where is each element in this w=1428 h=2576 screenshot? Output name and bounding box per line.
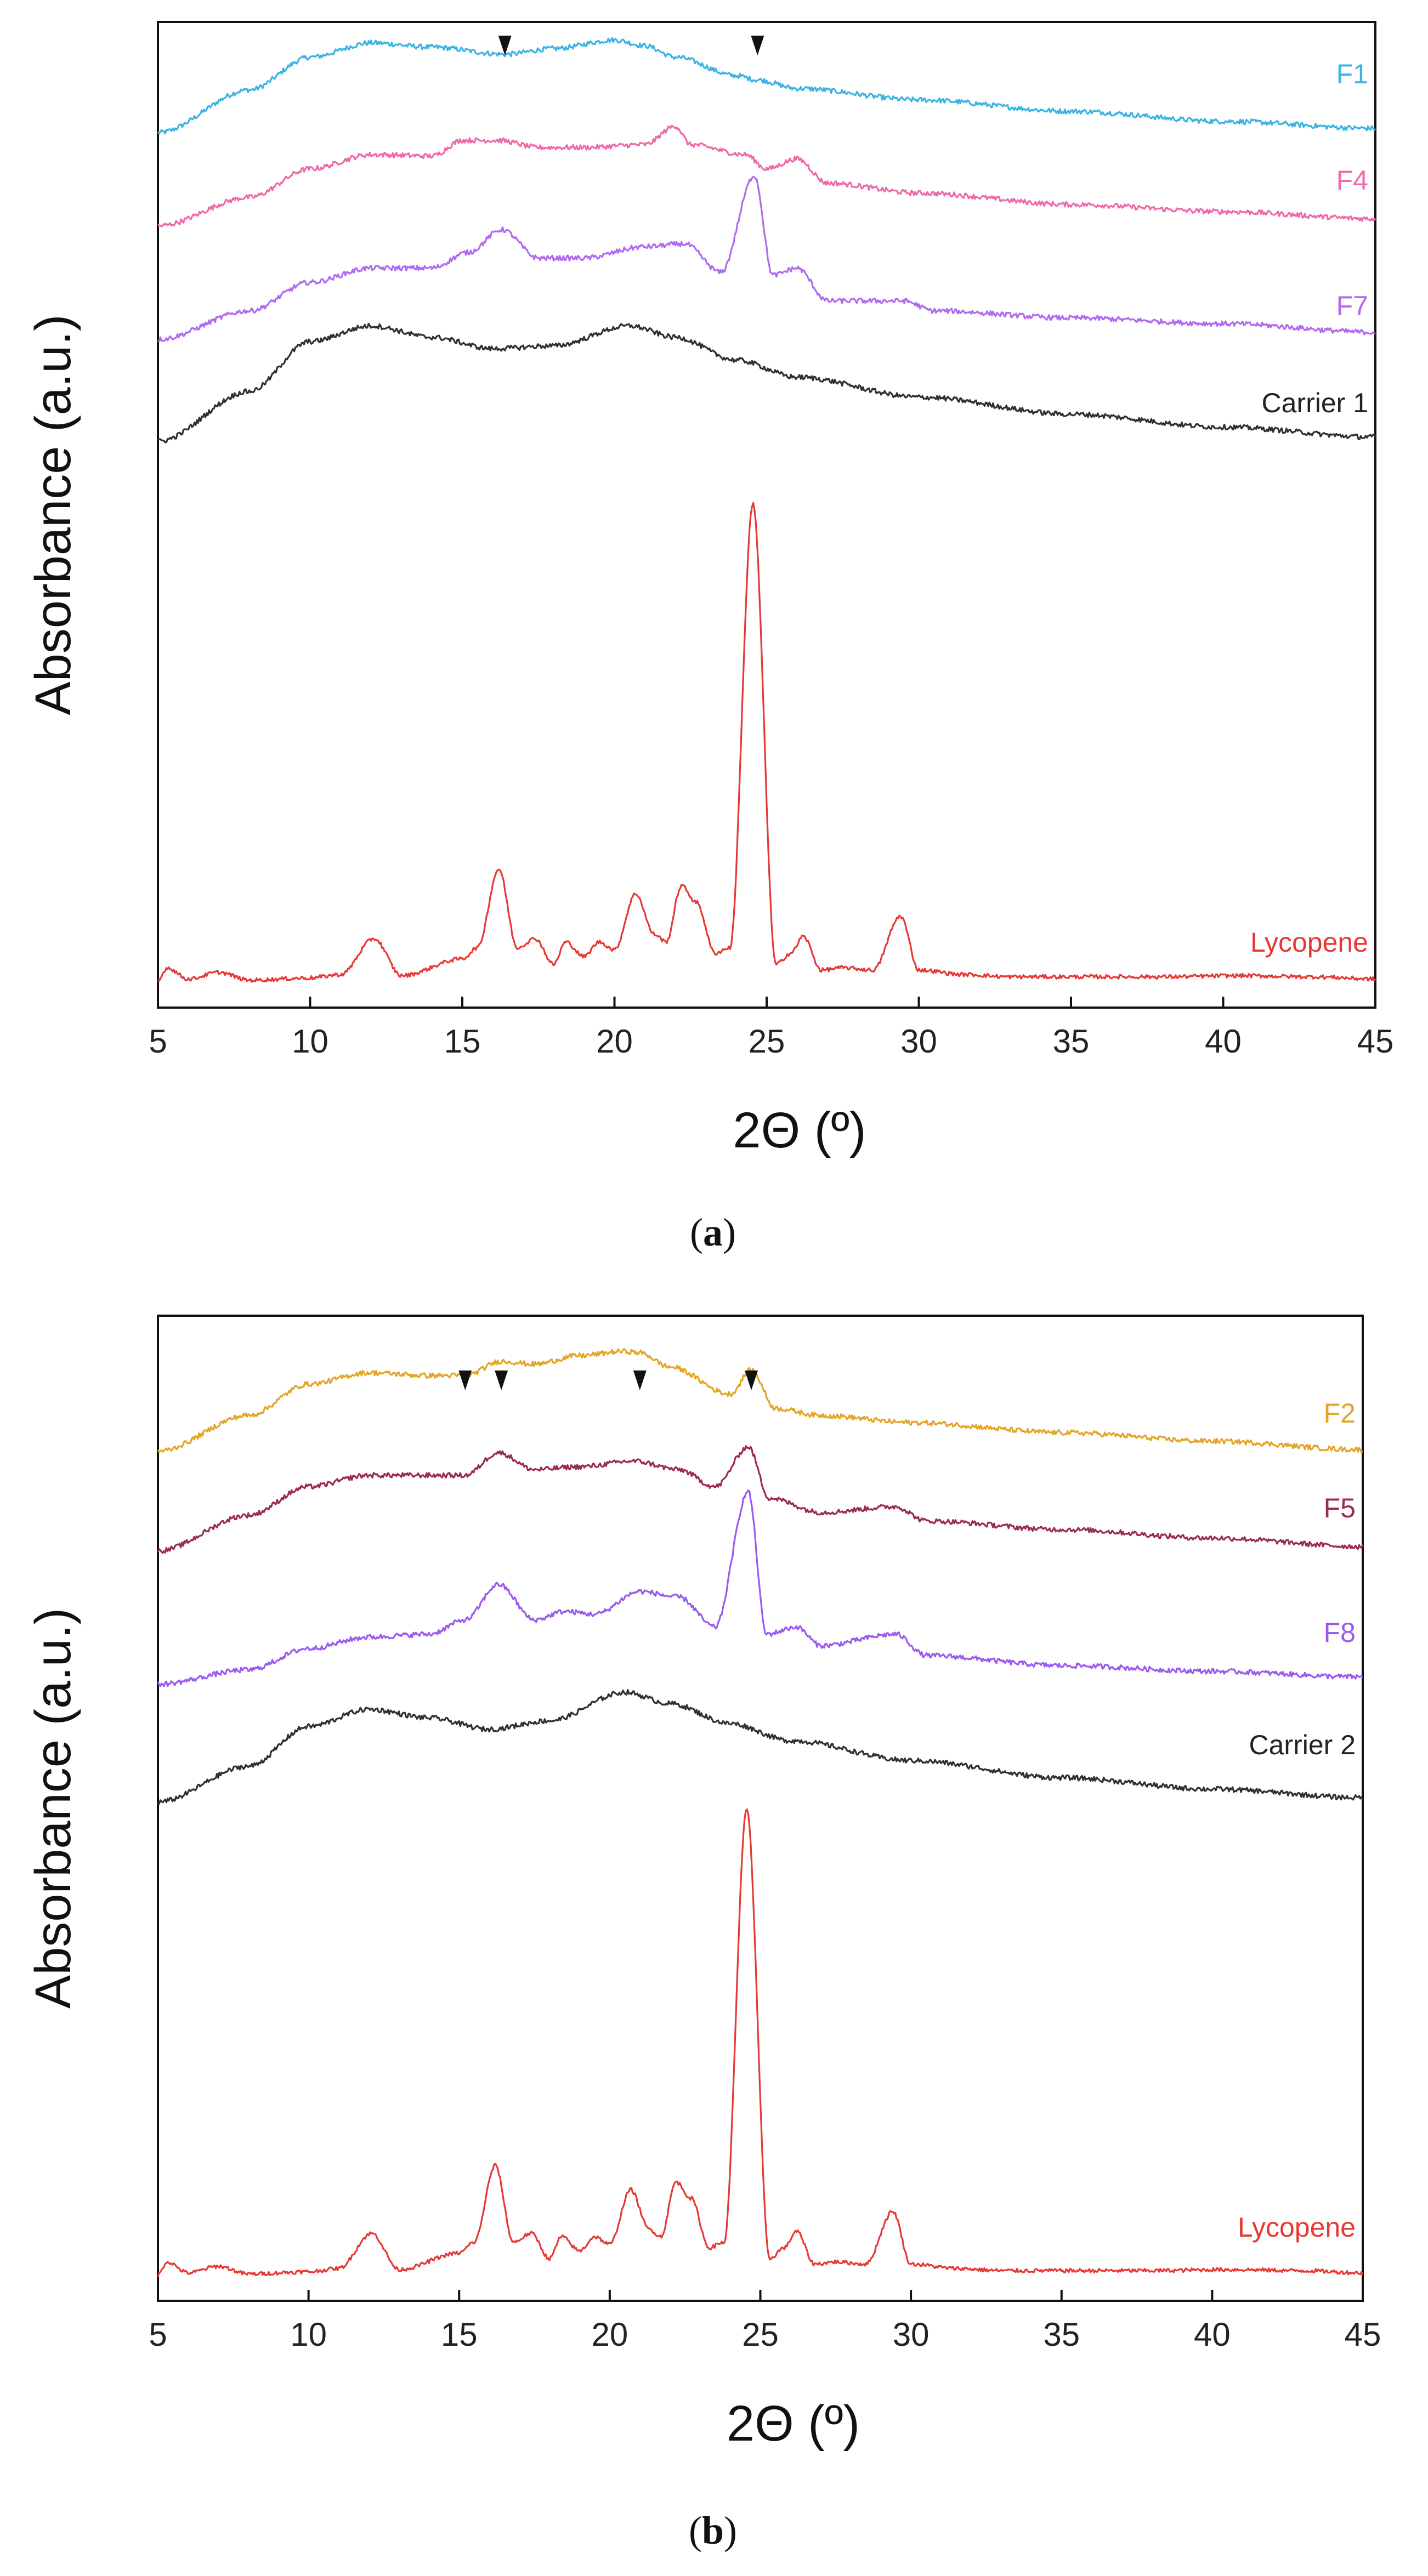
x-tick-label: 45 (1357, 1023, 1394, 1060)
x-tick-label: 15 (441, 2316, 478, 2353)
peak-marker-arrow (633, 1371, 647, 1390)
x-tick-label: 20 (592, 2316, 628, 2353)
series-line-lycopene (157, 1808, 1364, 2277)
series-label-lycopene: Lycopene (1250, 927, 1368, 958)
x-tick-label: 35 (1043, 2316, 1080, 2353)
series-line-f4 (157, 124, 1376, 228)
series-line-f8 (157, 1489, 1364, 1687)
peak-marker-arrow (751, 36, 764, 55)
series-line-f2 (157, 1348, 1363, 1453)
x-tick-label: 10 (292, 1023, 328, 1060)
plot-frame (157, 21, 1376, 1009)
x-tick-label: 10 (290, 2316, 327, 2353)
x-tick-label: 45 (1345, 2316, 1381, 2353)
series-line-f7 (157, 175, 1376, 343)
chart-panel-b: 5 10 15 20 25 30 35 40 45 2Θ (º) Absorbance (a.u.)… (25, 1315, 1381, 2552)
series-label-carrier-2: Carrier 2 (1249, 1730, 1356, 1760)
x-tick-label: 40 (1205, 1023, 1242, 1060)
peak-marker-arrow (458, 1371, 472, 1390)
y-axis-title: Absorbance (a.u.) (25, 1608, 81, 2009)
chart-panel-a: 5 10 15 20 25 30 35 40 45 2Θ (º) Absorbance (a.u.)… (25, 21, 1394, 1254)
series-label-f7: F7 (1336, 291, 1368, 321)
series-line-f5 (157, 1445, 1364, 1554)
x-axis-title: 2Θ (º) (733, 1102, 866, 1158)
x-tick-label: 25 (749, 1023, 785, 1060)
x-tick-label: 5 (149, 2316, 167, 2353)
peak-marker-arrow (745, 1371, 758, 1390)
caption-b: (b) (689, 2509, 737, 2552)
x-tick-label: 35 (1053, 1023, 1090, 1060)
series-label-f5: F5 (1324, 1493, 1356, 1523)
x-axis-title: 2Θ (º) (727, 2396, 860, 2452)
x-tick-label: 40 (1194, 2316, 1231, 2353)
series-line-lycopene (157, 502, 1376, 983)
caption-a: (a) (690, 1210, 736, 1254)
x-tick-label: 30 (900, 1023, 937, 1060)
series-label-f1: F1 (1336, 59, 1368, 89)
x-tick-label: 20 (596, 1023, 633, 1060)
series-label-f4: F4 (1336, 165, 1368, 196)
series-label-lycopene: Lycopene (1238, 2212, 1356, 2243)
series-label-f2: F2 (1324, 1398, 1356, 1429)
x-tick-label: 5 (149, 1023, 167, 1060)
x-tick-label: 30 (893, 2316, 930, 2353)
y-axis-title: Absorbance (a.u.) (25, 314, 81, 715)
x-tick-label: 25 (742, 2316, 779, 2353)
series-label-f8: F8 (1324, 1617, 1356, 1648)
peak-marker-arrow (495, 1371, 508, 1390)
series-line-f1 (157, 37, 1376, 135)
series-label-carrier-1: Carrier 1 (1262, 388, 1368, 418)
series-line-carrier-2 (157, 1689, 1364, 1805)
series-line-carrier-1 (157, 322, 1376, 443)
x-tick-label: 15 (444, 1023, 481, 1060)
peak-marker-arrow (498, 36, 512, 55)
plot-frame (157, 1315, 1364, 2302)
